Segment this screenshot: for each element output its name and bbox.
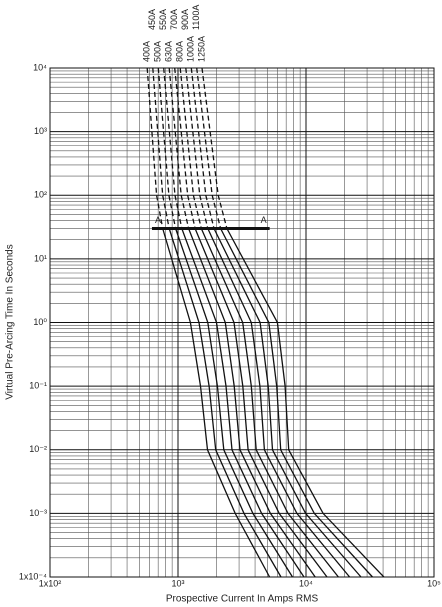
curve-dashed bbox=[201, 67, 228, 229]
legend-label: 1250A bbox=[196, 36, 206, 62]
curve bbox=[174, 228, 294, 578]
legend-label: 450A bbox=[147, 9, 157, 30]
y-tick-label: 10⁴ bbox=[33, 62, 47, 72]
x-tick-label: 10³ bbox=[171, 578, 184, 588]
curve bbox=[213, 228, 362, 578]
curve-dashed bbox=[196, 67, 222, 229]
curve-dashed bbox=[146, 67, 164, 229]
y-tick-label: 10⁻² bbox=[29, 444, 47, 454]
legend-label: 900A bbox=[180, 9, 190, 30]
curve bbox=[200, 228, 339, 578]
curve-dashed bbox=[190, 67, 215, 229]
curve bbox=[181, 228, 305, 578]
x-axis-label: Prospective Current In Amps RMS bbox=[166, 594, 319, 605]
legend-label: 400A bbox=[142, 41, 152, 62]
marker-label: A bbox=[261, 215, 267, 225]
curve-dashed bbox=[152, 67, 170, 229]
legend-label: 550A bbox=[158, 9, 168, 30]
y-axis-label: Virtual Pre-Arcing Time In Seconds bbox=[5, 244, 16, 399]
y-tick-label: 10³ bbox=[34, 126, 47, 136]
legend-label: 1000A bbox=[186, 36, 196, 62]
legend-label: 500A bbox=[153, 41, 163, 62]
curve bbox=[168, 228, 282, 578]
curve bbox=[162, 228, 271, 578]
curve-dashed bbox=[163, 67, 183, 229]
legend-label: 1100A bbox=[191, 5, 201, 30]
curve-dashed bbox=[185, 67, 209, 229]
legend-label: 700A bbox=[169, 9, 179, 30]
x-tick-label: 10⁵ bbox=[427, 578, 441, 588]
curve-dashed bbox=[179, 67, 202, 229]
y-tick-label: 1x10⁻⁴ bbox=[19, 571, 47, 581]
marker-label: A bbox=[155, 215, 161, 225]
curve bbox=[220, 228, 373, 578]
legend-label: 800A bbox=[175, 41, 185, 62]
x-tick-label: 10⁴ bbox=[299, 578, 313, 588]
curve-dashed bbox=[168, 67, 190, 229]
curve bbox=[187, 228, 316, 578]
curve bbox=[226, 228, 385, 578]
curve-dashed bbox=[157, 67, 177, 229]
legend-label: 630A bbox=[164, 41, 174, 62]
x-tick-label: 1x10² bbox=[39, 578, 62, 588]
y-tick-label: 10⁰ bbox=[33, 317, 47, 327]
curve bbox=[207, 228, 351, 578]
plot-frame bbox=[49, 67, 435, 578]
curve bbox=[194, 228, 328, 578]
y-tick-label: 10⁻¹ bbox=[29, 381, 47, 391]
curve-dashed bbox=[174, 67, 196, 229]
y-tick-label: 10² bbox=[34, 190, 47, 200]
y-tick-label: 10¹ bbox=[34, 253, 47, 263]
y-tick-label: 10⁻³ bbox=[29, 508, 47, 518]
